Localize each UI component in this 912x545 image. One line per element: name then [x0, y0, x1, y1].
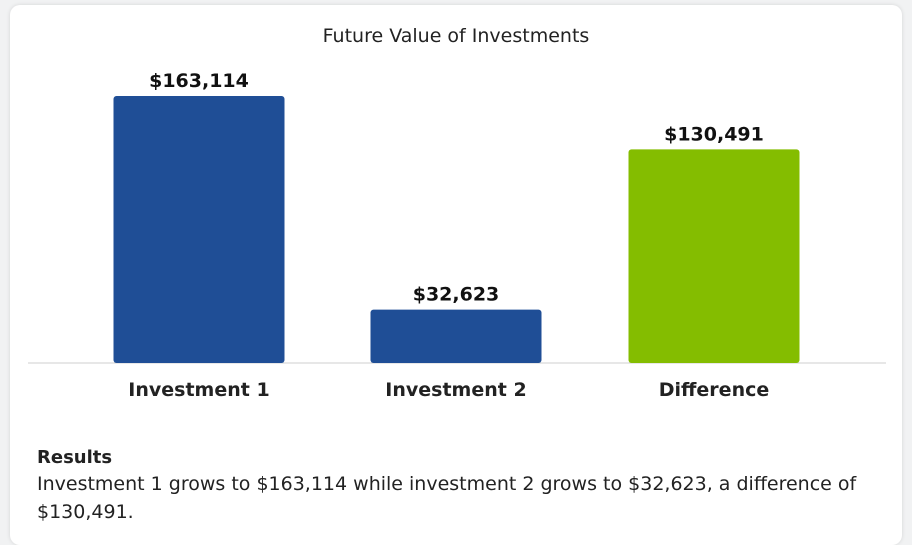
results-heading: Results	[37, 447, 113, 468]
bar-chart: Future Value of Investments $163,114 Inve…	[28, 25, 886, 401]
bar-investment-2	[370, 309, 542, 363]
chart-card: Future Value of Investments $163,114 Inve…	[10, 5, 902, 545]
value-label: $32,623	[413, 284, 500, 306]
chart-title: Future Value of Investments	[323, 25, 590, 47]
bar-investment-1	[113, 96, 285, 363]
results-text: Investment 1 grows to $163,114 while inv…	[37, 473, 857, 523]
bar-difference	[628, 149, 800, 363]
value-label: $130,491	[664, 123, 764, 145]
category-label: Investment 2	[385, 379, 526, 401]
category-label: Difference	[659, 379, 770, 401]
value-label: $163,114	[149, 70, 249, 92]
bars-group: $163,114 Investment 1 $32,623 Investment 2 $…	[113, 70, 800, 401]
results-section: Results Investment 1 grows to $163,114 w…	[37, 446, 877, 526]
category-label: Investment 1	[128, 379, 269, 401]
